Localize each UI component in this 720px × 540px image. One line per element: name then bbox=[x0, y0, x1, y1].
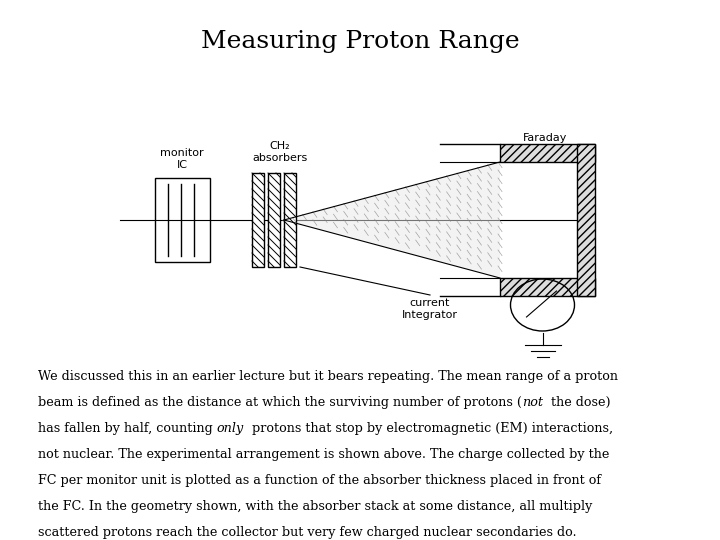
Text: scattered protons reach the collector but very few charged nuclear secondaries d: scattered protons reach the collector bu… bbox=[38, 526, 577, 539]
Text: not: not bbox=[522, 396, 543, 409]
Bar bbox=[577, 144, 595, 296]
Text: current
Integrator: current Integrator bbox=[402, 298, 458, 320]
Text: Faraday
cup: Faraday cup bbox=[523, 133, 567, 155]
Bar bbox=[252, 173, 264, 267]
Bar bbox=[284, 173, 296, 267]
Text: We discussed this in an earlier lecture but it bears repeating. The mean range o: We discussed this in an earlier lecture … bbox=[38, 370, 618, 383]
Text: monitor
IC: monitor IC bbox=[160, 148, 204, 170]
Polygon shape bbox=[284, 162, 500, 278]
Text: protons that stop by electromagnetic (EM) interactions,: protons that stop by electromagnetic (EM… bbox=[244, 422, 613, 435]
Text: only: only bbox=[217, 422, 244, 435]
Text: Measuring Proton Range: Measuring Proton Range bbox=[201, 30, 519, 53]
Text: has fallen by half, counting: has fallen by half, counting bbox=[38, 422, 217, 435]
Text: FC per monitor unit is plotted as a function of the absorber thickness placed in: FC per monitor unit is plotted as a func… bbox=[38, 474, 601, 487]
Bar bbox=[155, 178, 210, 262]
Text: the FC. In the geometry shown, with the absorber stack at some distance, all mul: the FC. In the geometry shown, with the … bbox=[38, 500, 593, 513]
Text: not nuclear. The experimental arrangement is shown above. The charge collected b: not nuclear. The experimental arrangemen… bbox=[38, 448, 609, 461]
Text: beam is defined as the distance at which the surviving number of protons (: beam is defined as the distance at which… bbox=[38, 396, 522, 409]
Bar bbox=[500, 144, 595, 162]
Bar bbox=[268, 173, 280, 267]
Text: CH₂
absorbers: CH₂ absorbers bbox=[253, 141, 307, 163]
Bar bbox=[500, 278, 595, 296]
Text: the dose): the dose) bbox=[543, 396, 611, 409]
